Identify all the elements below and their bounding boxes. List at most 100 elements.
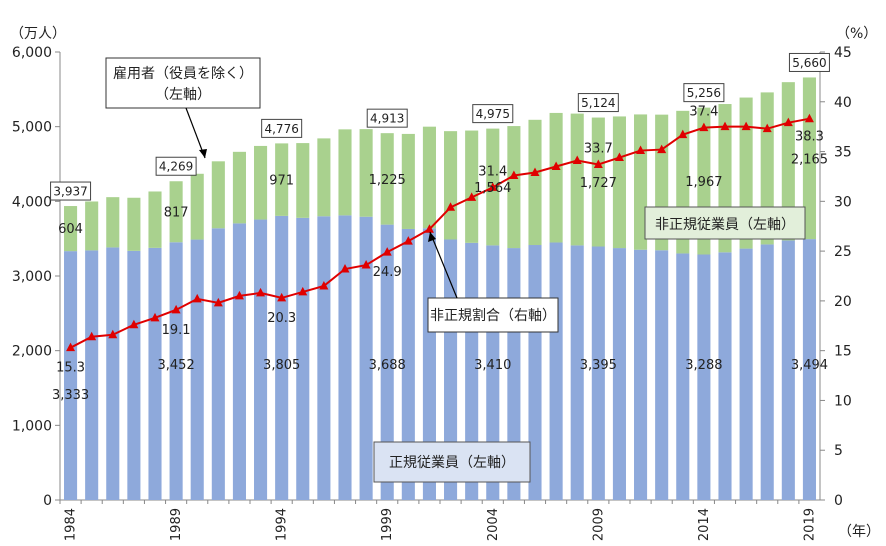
ratio-label: 19.1 (162, 323, 191, 338)
ratio-point (446, 202, 456, 211)
regular-bar (781, 240, 795, 500)
ratio-point (150, 312, 160, 322)
ratio-point (720, 121, 730, 131)
regular-label: 3,452 (158, 358, 195, 373)
non-regular-callout-box (644, 206, 806, 240)
ratio-point (804, 113, 814, 123)
regular-label: 3,288 (685, 358, 722, 373)
regular-bar (401, 228, 415, 500)
regular-bar (718, 252, 732, 500)
ratio-callout-label: 非正規割合（右軸） (430, 307, 556, 324)
x-tick-label: 2014 (697, 508, 712, 541)
non-regular-bar (64, 206, 78, 252)
total-label: 4,975 (476, 107, 510, 121)
regular-bar (549, 242, 563, 500)
ratio-label: 37.4 (689, 105, 718, 120)
regular-bar (106, 247, 120, 500)
ratio-point (572, 155, 582, 165)
non-regular-bar (85, 201, 99, 251)
ratio-point (87, 331, 97, 341)
non-regular-bar (275, 143, 289, 216)
ratio-point (678, 129, 688, 139)
ratio-point (762, 123, 772, 133)
regular-label: 3,410 (474, 358, 511, 373)
regular-bar (85, 250, 99, 500)
right-tick-label: 0 (834, 493, 843, 509)
ratio-point (783, 117, 793, 127)
right-tick-label: 20 (834, 294, 852, 310)
ratio-point (488, 182, 498, 191)
ratio-point (361, 260, 371, 269)
left-tick-label: 4,000 (12, 194, 52, 210)
ratio-point (298, 286, 308, 296)
ratio-point (403, 236, 413, 245)
ratio-callout-arrowhead (428, 232, 436, 242)
regular-label: 3,494 (791, 358, 828, 373)
regular-label: 3,688 (369, 358, 406, 373)
non-regular-bar (465, 130, 479, 243)
regular-bar (676, 253, 690, 500)
non-regular-bar (169, 181, 183, 243)
x-tick-label: 2009 (591, 508, 606, 541)
non-regular-bar (106, 197, 120, 248)
ratio-point (277, 292, 287, 302)
ratio-callout-arrow (429, 231, 458, 299)
non-regular-bar (401, 133, 415, 229)
regular-bar (148, 247, 162, 500)
ratio-point (66, 342, 76, 352)
non-regular-bar (296, 143, 310, 218)
non-regular-bar (422, 126, 436, 229)
regular-bar (317, 216, 331, 500)
regular-bar (254, 219, 268, 500)
right-tick-label: 10 (834, 393, 852, 409)
left-tick-label: 6,000 (12, 45, 52, 61)
total-label-box (366, 108, 408, 128)
x-tick-label: 1999 (380, 508, 395, 541)
regular-bar (211, 228, 225, 500)
ratio-point (467, 192, 477, 201)
regular-bar (612, 248, 626, 500)
ratio-point (636, 145, 646, 155)
regular-bar (338, 215, 352, 500)
non-regular-bar (148, 191, 162, 248)
regular-bar (169, 242, 183, 500)
ratio-label: 33.7 (584, 141, 613, 156)
non-regular-bar (317, 138, 331, 217)
right-tick-label: 35 (834, 145, 852, 161)
ratio-point (530, 167, 540, 176)
x-tick-label: 2004 (486, 508, 501, 541)
regular-bar (802, 239, 816, 500)
callout-layer: 雇用者（役員を除く） （左軸） 非正規従業員（左軸） 非正規割合（右軸） 正規従業員（左… (105, 57, 806, 483)
ratio-point (213, 297, 223, 307)
total-label: 4,269 (159, 160, 193, 174)
right-tick-label: 30 (834, 194, 852, 210)
employed-callout-box (105, 57, 261, 109)
ratio-point (319, 280, 329, 290)
non-regular-bar (634, 114, 648, 250)
regular-label: 3,805 (263, 358, 300, 373)
regular-bar (697, 254, 711, 500)
ratio-point (382, 247, 392, 256)
regular-bar (359, 216, 373, 500)
right-tick-label: 5 (834, 443, 843, 459)
right-tick-label: 45 (834, 45, 852, 61)
ratio-label: 24.9 (373, 265, 402, 280)
ratio-point (509, 170, 519, 179)
ratio-point (108, 329, 118, 339)
bars-layer (64, 77, 816, 501)
ratio-point (593, 159, 603, 168)
ratio-label: 15.3 (56, 361, 85, 376)
regular-bar (422, 228, 436, 501)
ratio-label: 31.4 (478, 164, 507, 179)
non-regular-bar (507, 126, 521, 249)
total-label: 4,913 (370, 112, 404, 126)
regular-bar (570, 245, 584, 500)
ratio-point (699, 122, 709, 132)
data-labels-layer: 3,937 4,269 4,776 4,913 4,975 5,124 5,256 5,660… (50, 52, 830, 403)
ratio-point (234, 290, 244, 300)
regular-bar (296, 217, 310, 501)
x-tick-label: 2019 (802, 508, 817, 541)
x-tick-label: 1989 (169, 508, 184, 541)
regular-bar (634, 249, 648, 500)
regular-bar (591, 246, 605, 500)
